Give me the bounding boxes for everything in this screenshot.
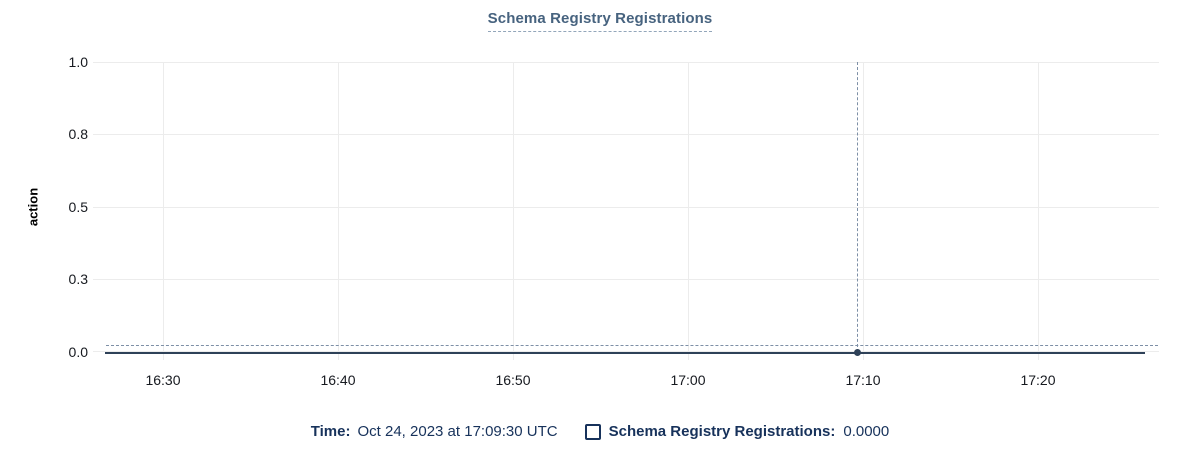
y-tick-label: 1.0: [68, 54, 88, 70]
x-tick-mark: [513, 352, 514, 360]
chart-header: Schema Registry Registrations: [0, 10, 1200, 32]
x-tick-mark: [688, 352, 689, 360]
data-point-marker: [854, 349, 861, 356]
x-tick-label: 16:40: [320, 372, 356, 388]
v-gridline: [338, 62, 339, 352]
x-tick-mark: [163, 352, 164, 360]
x-tick-label: 16:30: [145, 372, 181, 388]
chart-legend: Time: Oct 24, 2023 at 17:09:30 UTC Schem…: [0, 423, 1200, 440]
y-tick-label: 0.3: [68, 271, 88, 287]
crosshair-vertical-line: [857, 62, 858, 352]
x-tick-mark: [1038, 352, 1039, 360]
h-gridline: [93, 207, 1159, 208]
x-tick-label: 17:20: [1020, 372, 1056, 388]
h-gridline: [93, 351, 1159, 352]
v-gridline: [513, 62, 514, 352]
chart-title[interactable]: Schema Registry Registrations: [487, 10, 713, 32]
y-tick-label: 0.5: [68, 199, 88, 215]
v-gridline: [1038, 62, 1039, 352]
h-gridline: [93, 62, 1159, 63]
y-tick-label: 0.0: [68, 344, 88, 360]
legend-time-value: Oct 24, 2023 at 17:09:30 UTC: [357, 423, 558, 440]
h-gridline: [93, 279, 1159, 280]
plot-area[interactable]: [93, 62, 1159, 360]
h-gridline: [93, 134, 1159, 135]
x-tick-mark: [863, 352, 864, 360]
x-tick-label: 17:00: [670, 372, 706, 388]
series-checkbox-icon[interactable]: [584, 423, 601, 440]
v-gridline: [863, 62, 864, 352]
v-gridline: [163, 62, 164, 352]
x-tick-label: 17:10: [845, 372, 881, 388]
crosshair-horizontal-line: [106, 345, 1158, 346]
v-gridline: [688, 62, 689, 352]
y-axis-label: action: [25, 187, 41, 227]
series-line: [105, 352, 1145, 354]
legend-series-value: 0.0000: [843, 423, 890, 440]
legend-series-label[interactable]: Schema Registry Registrations:: [608, 423, 836, 440]
y-tick-label: 0.8: [68, 126, 88, 142]
legend-time-label: Time:: [310, 423, 351, 440]
x-tick-label: 16:50: [495, 372, 531, 388]
x-tick-mark: [338, 352, 339, 360]
